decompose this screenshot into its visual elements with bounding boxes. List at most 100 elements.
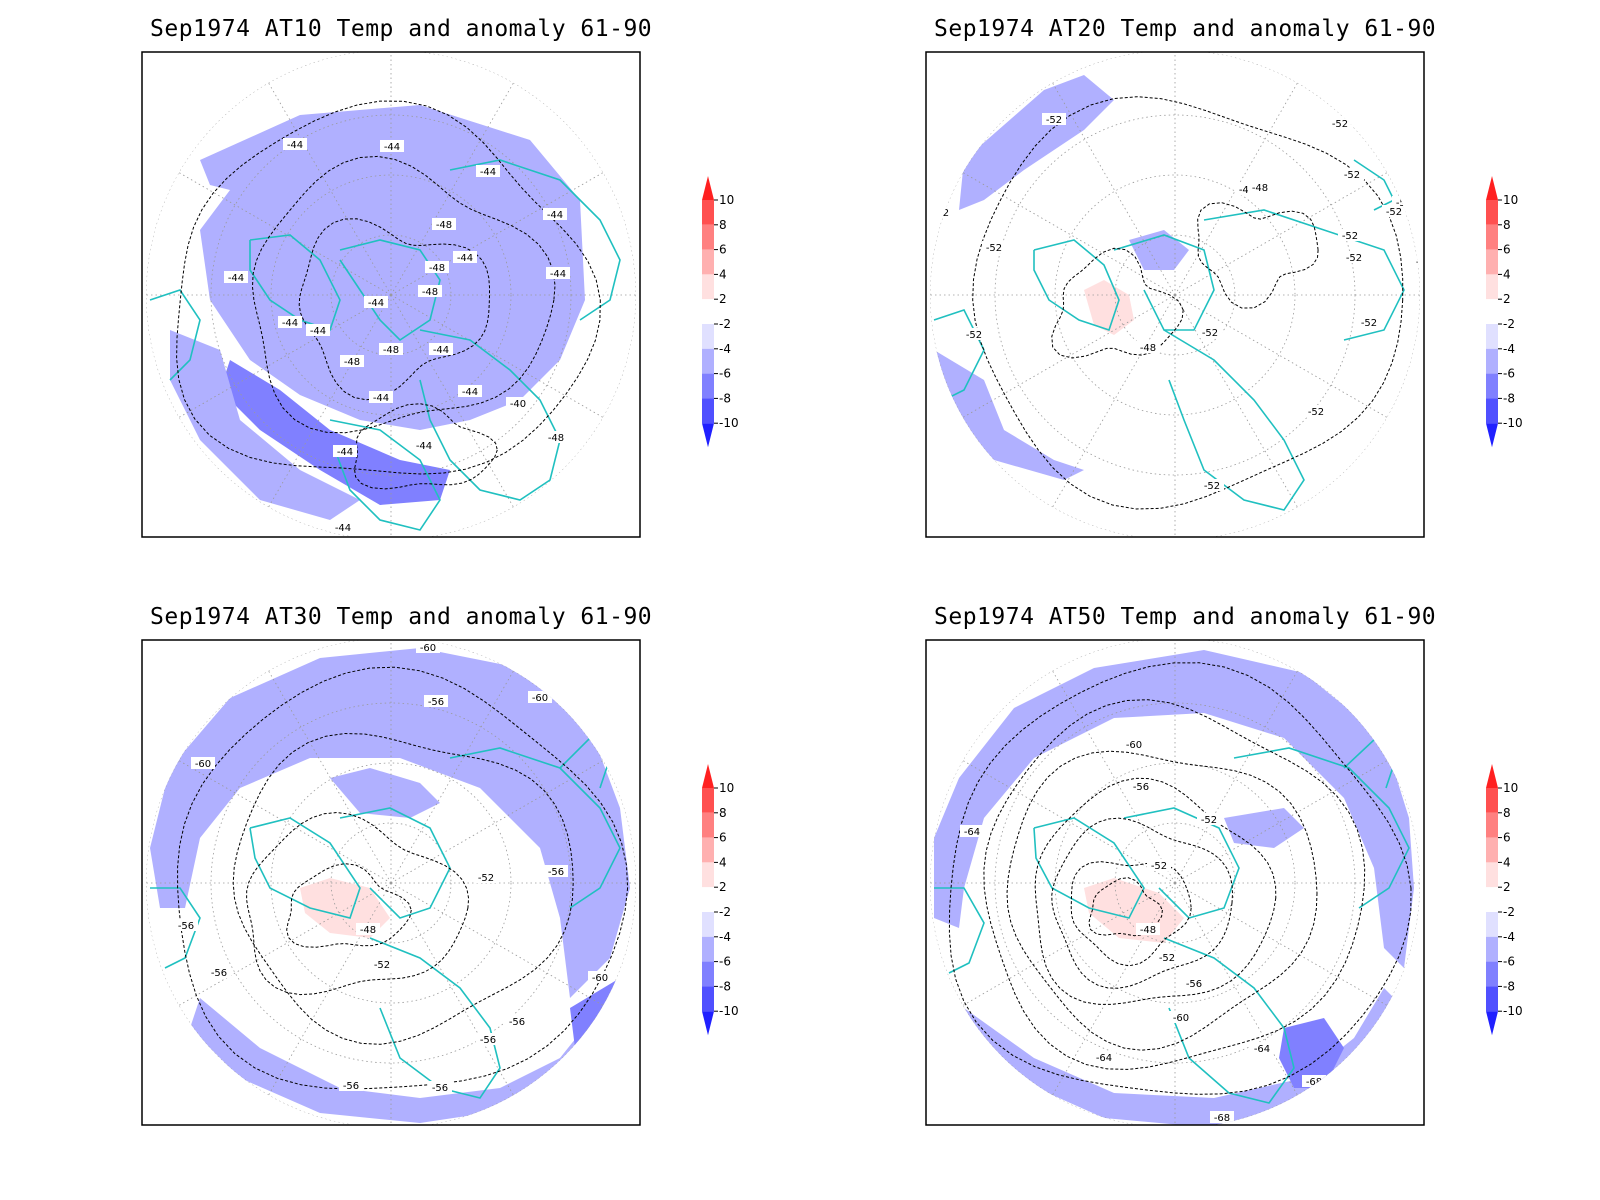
- contour-label: -52: [1204, 481, 1220, 492]
- colorbar-tick-label: 2: [719, 880, 727, 894]
- meridian-line: [962, 760, 1176, 884]
- colorbar-swatch: [1486, 887, 1498, 912]
- contour-label-bg: [412, 439, 436, 451]
- contour-label-bg: [364, 296, 388, 308]
- anomaly-shading: [959, 75, 1114, 210]
- coastline: [934, 887, 985, 974]
- map-area: -44 -44 -44 -48 -44 -44 -48 -44 -44 -44 -44 -48 -48 -…: [146, 52, 636, 537]
- meridian-line: [962, 882, 1176, 1006]
- colorbar-tick-label: -8: [719, 979, 731, 993]
- meridian-line: [390, 172, 604, 296]
- contour-label-bg: [476, 165, 500, 177]
- colorbar-tick-label: 10: [719, 781, 734, 795]
- colorbar-swatch: [702, 299, 714, 324]
- colorbar-top-arrow: [1486, 176, 1498, 200]
- contour-label: -44: [550, 269, 566, 280]
- colorbar-swatch: [702, 812, 714, 838]
- contour-label-bg: [1169, 1011, 1193, 1023]
- contour-label-bg: [416, 641, 440, 653]
- colorbar-swatch: [1486, 837, 1498, 863]
- contour-label: -44: [462, 387, 478, 398]
- contour-label-bg: [1200, 479, 1224, 491]
- contour-label: -48: [548, 433, 564, 444]
- contour-label-bg: [331, 521, 355, 533]
- colorbar-tick-label: -10: [719, 416, 739, 430]
- contour-label: -68: [1306, 1077, 1322, 1088]
- colorbar-tick-label: -10: [719, 1004, 739, 1018]
- contour-label: -44: [287, 140, 303, 151]
- contour-label-bg: [544, 865, 568, 877]
- temperature-contour: [1070, 861, 1192, 967]
- colorbar-swatch: [1486, 788, 1498, 813]
- contour-label: -44: [480, 167, 496, 178]
- contour-label-bg: [474, 871, 498, 883]
- contour-label: -44: [282, 318, 298, 329]
- colorbar-top-arrow: [1486, 764, 1498, 788]
- colorbar-tick-label: 6: [719, 243, 727, 257]
- contour-label-bg: [1042, 113, 1066, 125]
- contour-label-bg: [1197, 813, 1221, 825]
- latitude-circle: [270, 174, 512, 416]
- colorbar-tick-label: -6: [1503, 367, 1515, 381]
- anomaly-shading: [1084, 280, 1134, 335]
- contour-label-bg: [283, 138, 307, 150]
- contour-label: -48: [1239, 185, 1255, 196]
- colorbar-swatch: [1486, 274, 1498, 300]
- temperature-contour: [1197, 202, 1319, 309]
- meridian-line: [1174, 882, 1298, 1096]
- meridian-line: [1174, 882, 1388, 1006]
- temperature-contour: [177, 666, 629, 1090]
- colorbar-swatch: [702, 224, 714, 250]
- colorbar-swatch: [702, 961, 714, 987]
- contour-label: -56: [211, 968, 227, 979]
- meridian-line: [1174, 294, 1298, 508]
- colorbar-tick-label: -4: [1503, 930, 1515, 944]
- coastline: [449, 747, 621, 909]
- contour-label: -52: [1344, 170, 1360, 181]
- colorbar-swatch: [1486, 812, 1498, 838]
- colorbar-swatch: [702, 348, 714, 374]
- meridian-line: [268, 670, 392, 884]
- temperature-contour: [232, 732, 574, 1045]
- colorbar-tick-label: 8: [719, 218, 727, 232]
- polar-map-at30: -60 -56 -60 -60 -52 -56 -56 -48 -52 -56 -60 -56 -56 -…: [141, 639, 641, 1126]
- coastline: [449, 159, 621, 321]
- colorbar-swatch: [1486, 398, 1498, 424]
- colorbar-top-arrow: [702, 176, 714, 200]
- anomaly-colorbar: 10 8 6 4 2 -2 -4 -6 -8 -10: [1484, 176, 1554, 466]
- map-panel-at20: Sep1974 AT20 Temp and anomaly 61-90 -52-…: [784, 0, 1584, 600]
- meridian-line: [1052, 882, 1176, 1096]
- coastline: [369, 937, 501, 1099]
- meridian-line: [390, 670, 514, 884]
- contour-label-bg: [278, 316, 302, 328]
- contour-label-bg: [425, 261, 449, 273]
- contour-label: -44: [368, 298, 384, 309]
- contour-label-bg: [207, 966, 231, 978]
- colorbar-swatch: [702, 887, 714, 912]
- temperature-contour: [1051, 817, 1234, 989]
- contour-label-bg: [418, 285, 442, 297]
- contour-label: -56: [1133, 782, 1149, 793]
- coastline: [150, 887, 201, 969]
- contour-label-bg: [1342, 251, 1366, 263]
- contour-label-bg: [982, 241, 1006, 253]
- colorbar-tick-label: -4: [719, 930, 731, 944]
- meridian-line: [178, 760, 392, 884]
- contour-label-bg: [1129, 780, 1153, 792]
- colorbar-bottom-arrow: [1486, 423, 1498, 448]
- temperature-contour: [983, 699, 1366, 1070]
- colorbar-tick-label: -8: [1503, 391, 1515, 405]
- colorbar-tick-label: 4: [719, 855, 727, 869]
- colorbar-swatch: [702, 837, 714, 863]
- contour-label-bg: [370, 958, 394, 970]
- colorbar-tick-label: -2: [719, 317, 731, 331]
- anomaly-shading: [1354, 60, 1409, 100]
- temperature-contour: [1006, 750, 1318, 1051]
- contour-label: -44: [335, 523, 351, 534]
- coastline: [1203, 209, 1405, 341]
- colorbar-tick-label: 8: [1503, 806, 1511, 820]
- meridian-line: [390, 82, 514, 296]
- colorbar-tick-label: 6: [719, 831, 727, 845]
- contour-label: -44: [373, 393, 389, 404]
- latitude-circle: [1054, 762, 1296, 1004]
